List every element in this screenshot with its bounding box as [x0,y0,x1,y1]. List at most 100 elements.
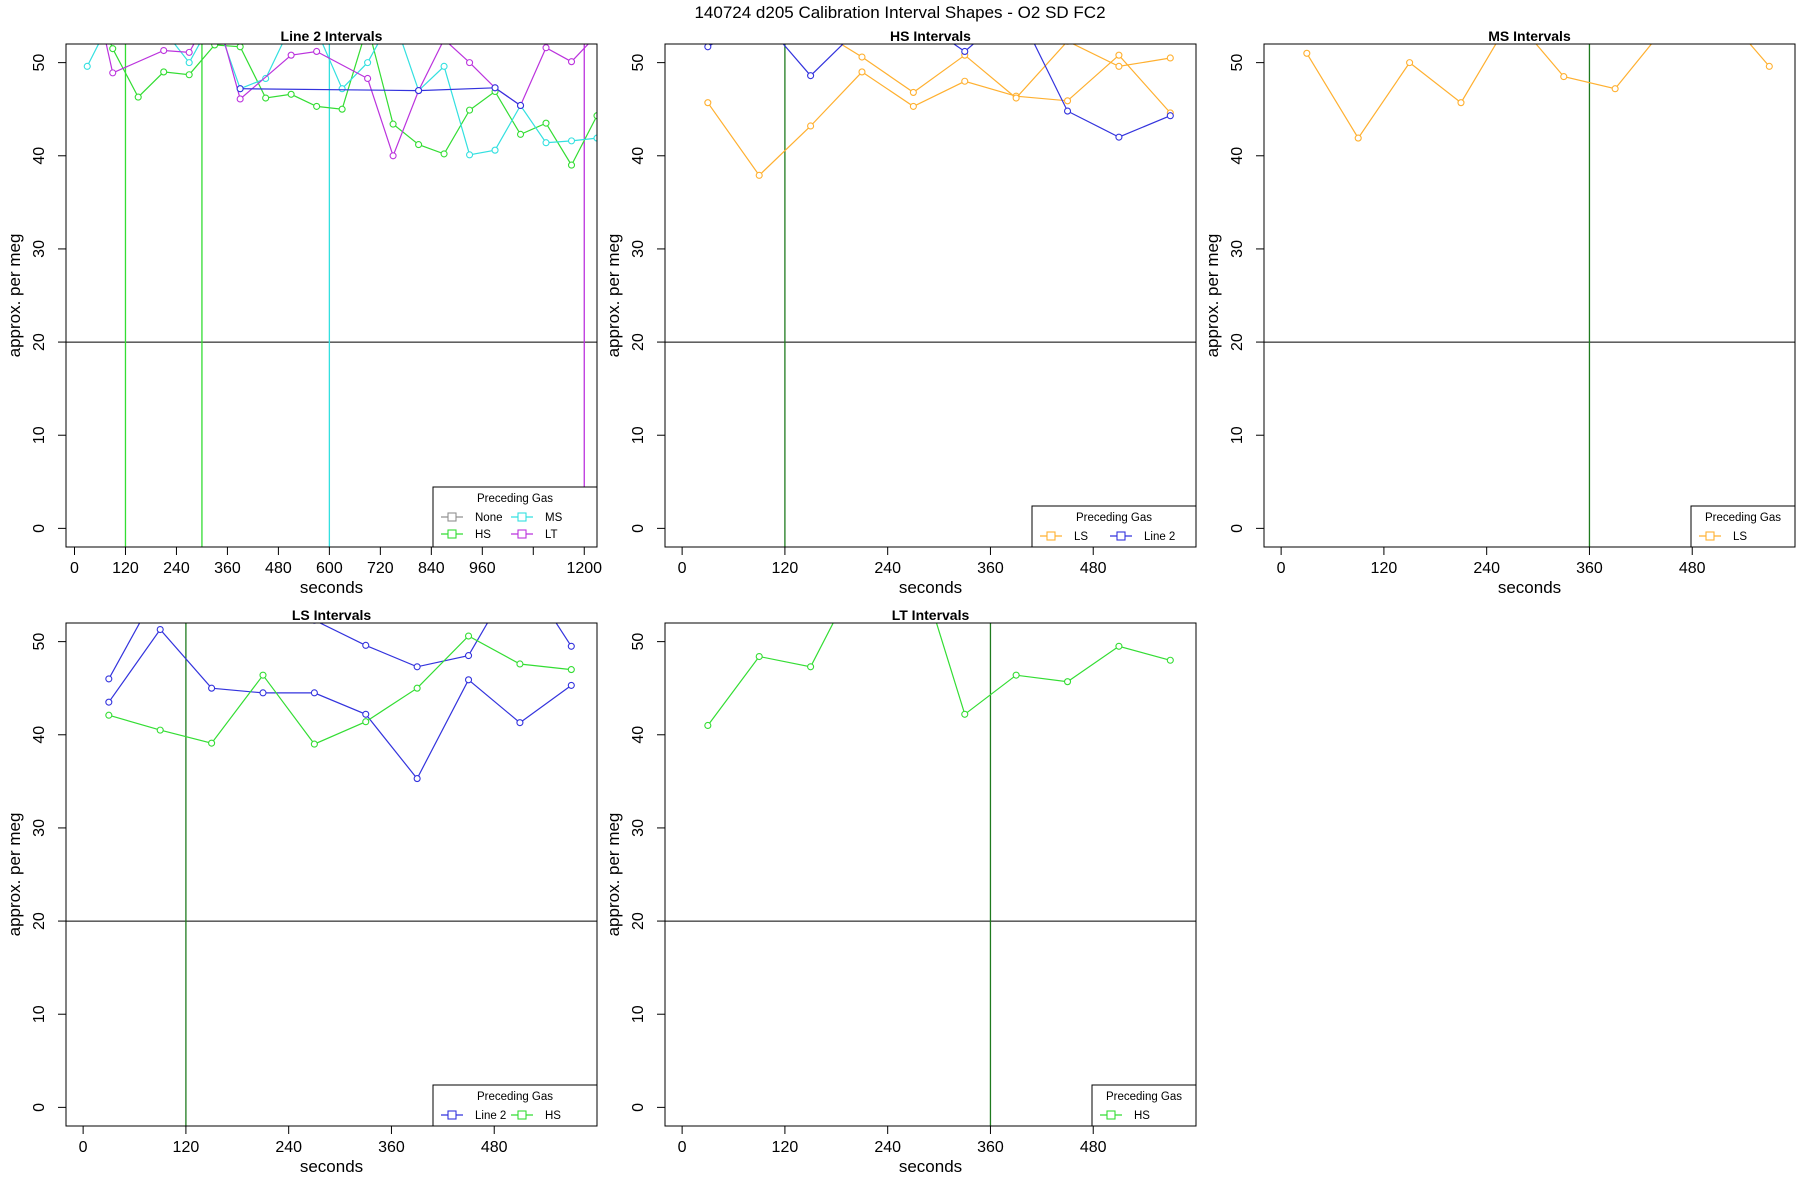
legend-entry-label: MS [545,512,563,524]
y-tick-label: 10 [31,426,48,444]
y-tick-label: 0 [31,524,48,533]
legend-title: Preceding Gas [1076,512,1152,524]
data-point [156,625,164,634]
plot-frame [1263,43,1796,548]
y-tick-label: 10 [630,426,647,444]
x-tick-label: 360 [378,1139,405,1156]
data-point [440,150,448,158]
x-tick-label: 240 [163,560,190,577]
x-tick-label: 360 [977,1139,1004,1156]
data-point [1560,73,1568,81]
x-tick-label: 120 [1371,560,1398,577]
y-tick-label: 50 [630,54,647,72]
x-axis-label: seconds [300,578,363,597]
series-line [839,44,1171,99]
series-line [1306,44,1770,140]
panel-title: LS Intervals [292,607,372,623]
y-tick-label: 40 [630,726,647,744]
x-tick-label: 960 [469,560,496,577]
legend-marker-swatch [1705,531,1715,541]
x-tick-label: 0 [1277,560,1286,577]
y-tick-label: 30 [31,240,48,258]
data-point [704,721,712,730]
data-point [415,141,423,149]
plot-frame [65,622,598,1127]
data-point [185,59,193,67]
series-line [105,44,590,158]
panel-title: LT Intervals [892,607,970,623]
legend: Preceding Gas Line 2 HS [432,1084,598,1127]
data-point [567,666,575,674]
x-axis-label: seconds [899,578,962,597]
chart-panel-2: HS Intervals 0 10 20 30 40 50 0 120 240 360 480 seco… [604,28,1197,597]
y-tick-label: 20 [1229,333,1246,351]
data-point [1406,59,1414,67]
data-point [185,48,193,56]
data-point [466,151,474,159]
data-point [236,95,244,103]
x-tick-label: 240 [1473,560,1500,577]
y-tick-label: 10 [31,1005,48,1023]
data-point [807,122,815,130]
y-tick-label: 40 [630,147,647,165]
data-point [259,689,267,697]
y-tick-label: 10 [630,1005,647,1023]
data-point [491,84,499,92]
y-tick-label: 40 [31,147,48,165]
data-point [310,689,318,697]
chart-panel-3: MS Intervals 0 10 20 30 40 50 0 120 240 360 480 seco… [1203,28,1796,597]
series-line [108,628,572,780]
legend-marker-swatch [1046,531,1056,541]
data-point [1115,62,1123,70]
data-point [593,112,597,120]
chart-panel-4: LS Intervals 0 10 20 30 40 50 0 120 240 360 480 seco… [5,607,598,1176]
y-tick-label: 0 [31,1103,48,1112]
legend-entry-label: Line 2 [1144,531,1175,543]
plot-frame [664,622,1197,1127]
x-tick-label: 720 [367,560,394,577]
data-point [961,47,969,56]
data-point [134,93,142,101]
x-tick-label: 0 [678,1139,687,1156]
series-line [707,54,1171,177]
plot-area [665,623,1196,1126]
data-point [109,45,117,53]
data-point [1166,656,1174,664]
data-point [755,652,763,661]
x-tick-label: 840 [418,560,445,577]
legend-box [1031,505,1197,548]
series-line [240,87,521,106]
x-tick-label: 120 [772,1139,799,1156]
data-point [1115,133,1123,141]
data-point [287,51,295,59]
data-point [542,139,550,147]
data-point [236,85,244,93]
data-point [105,698,113,706]
data-point [389,120,397,128]
x-tick-label: 0 [678,560,687,577]
data-point [160,46,168,55]
data-point [491,146,499,154]
data-point [208,739,216,747]
data-point [413,684,421,692]
y-tick-label: 0 [1229,524,1246,533]
plot-area [66,623,597,1126]
legend-entry-label: Line 2 [475,1110,506,1122]
data-point [1012,94,1020,102]
data-point [516,660,524,668]
x-tick-label: 120 [772,560,799,577]
data-point [287,90,295,98]
data-point [593,134,597,142]
series-line [707,623,1171,726]
plot-area [66,44,597,547]
data-point [858,53,866,61]
legend-marker-swatch [517,512,527,522]
y-tick-label: 50 [1229,54,1246,72]
data-point [807,72,815,80]
data-point [1765,62,1773,70]
plot-frame [664,43,1197,548]
series-line [108,623,572,680]
x-tick-label: 480 [481,1139,508,1156]
data-point [83,62,91,70]
legend-entry-label: HS [1134,1110,1150,1122]
